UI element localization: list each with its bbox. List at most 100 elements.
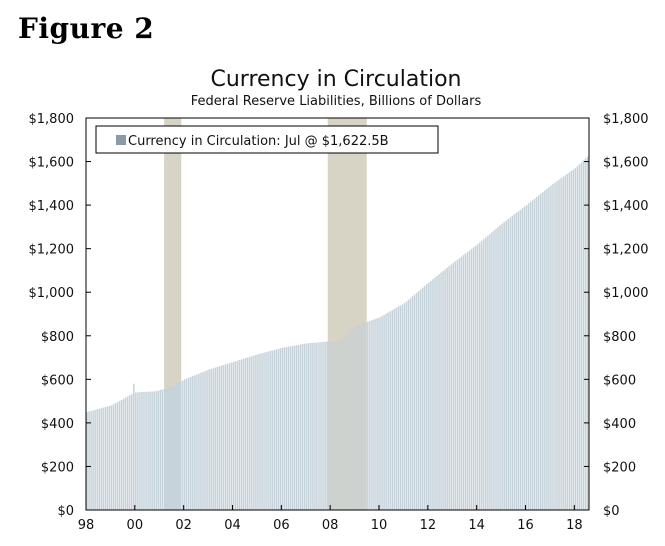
bar — [493, 230, 495, 510]
bar — [375, 318, 377, 510]
bar — [228, 363, 231, 510]
bar — [358, 324, 361, 510]
bar — [554, 182, 556, 510]
bar — [100, 408, 103, 510]
bar — [566, 173, 568, 510]
bar — [234, 361, 237, 510]
x-tick-label: 04 — [224, 518, 241, 533]
bar — [405, 301, 408, 510]
bar — [456, 259, 459, 510]
bar — [230, 362, 233, 510]
bar — [424, 285, 426, 510]
bar — [544, 190, 546, 510]
bar — [240, 359, 243, 510]
bar — [187, 377, 190, 510]
bar — [387, 312, 389, 510]
bar — [249, 356, 251, 510]
bar — [259, 353, 261, 510]
bar — [263, 352, 265, 510]
bar — [474, 245, 477, 510]
bar — [206, 370, 208, 510]
bar — [139, 392, 141, 510]
bar — [202, 371, 204, 510]
bar — [244, 358, 247, 510]
bar — [200, 372, 202, 510]
bar — [584, 158, 587, 511]
bar — [531, 200, 534, 510]
bar — [226, 363, 229, 510]
bar — [212, 368, 214, 510]
bar — [293, 345, 296, 510]
bar — [196, 374, 198, 510]
bar — [523, 206, 526, 511]
bar — [216, 366, 219, 510]
bar — [342, 337, 345, 510]
bar — [513, 214, 516, 510]
bar — [348, 330, 351, 510]
bar — [151, 391, 153, 510]
bar — [419, 289, 422, 510]
bar — [450, 264, 453, 510]
bar — [489, 233, 491, 510]
y-tick-label-right: $800 — [603, 330, 636, 345]
bar — [485, 237, 487, 511]
bar — [462, 255, 465, 510]
bar — [301, 344, 304, 510]
bar — [238, 360, 241, 510]
bar — [135, 392, 137, 510]
bar — [308, 343, 310, 510]
bar — [434, 277, 436, 510]
y-tick-label-left: $1,600 — [29, 156, 75, 171]
bar — [421, 287, 424, 510]
y-tick-label-left: $400 — [41, 417, 74, 432]
bar — [409, 297, 412, 510]
bar — [316, 342, 318, 510]
bar — [379, 317, 381, 510]
bar — [88, 411, 90, 510]
bar — [324, 341, 326, 510]
bar — [478, 242, 481, 510]
bar — [143, 391, 145, 510]
bar — [464, 253, 467, 511]
bar — [108, 406, 111, 510]
bar — [116, 402, 119, 510]
bar — [442, 270, 444, 510]
y-tick-label-right: $1,400 — [603, 199, 649, 214]
chart-subtitle: Federal Reserve Liabilities, Billions of… — [191, 94, 482, 109]
bar — [175, 384, 178, 510]
bar — [350, 328, 353, 510]
bar — [247, 357, 249, 510]
bar — [377, 317, 379, 510]
bar — [192, 376, 194, 510]
bar — [289, 346, 292, 510]
bar — [96, 409, 98, 510]
bar — [153, 391, 155, 510]
bar — [222, 365, 225, 510]
bar — [507, 218, 509, 510]
bar — [214, 367, 216, 510]
bar — [275, 349, 278, 510]
x-tick-label: 14 — [468, 518, 485, 533]
bar — [535, 196, 538, 510]
bar — [285, 347, 288, 510]
bar — [383, 314, 385, 510]
bar — [183, 379, 186, 510]
bar — [155, 391, 157, 510]
plot-frame — [85, 117, 590, 511]
bar — [574, 168, 577, 511]
bar — [472, 247, 475, 510]
bar — [446, 267, 448, 510]
bar — [491, 232, 493, 510]
bar — [104, 407, 107, 510]
bar — [120, 399, 123, 510]
bar — [165, 388, 168, 510]
bar — [550, 185, 552, 510]
bar — [190, 376, 192, 510]
figure-label: Figure 2 — [18, 12, 155, 45]
x-tick-label: 12 — [420, 518, 437, 533]
y-tick-label-left: $1,200 — [29, 243, 75, 258]
bar — [145, 391, 147, 510]
bar — [413, 294, 416, 510]
bar — [340, 339, 343, 510]
legend-label: Currency in Circulation: Jul @ $1,622.5B — [128, 134, 389, 149]
